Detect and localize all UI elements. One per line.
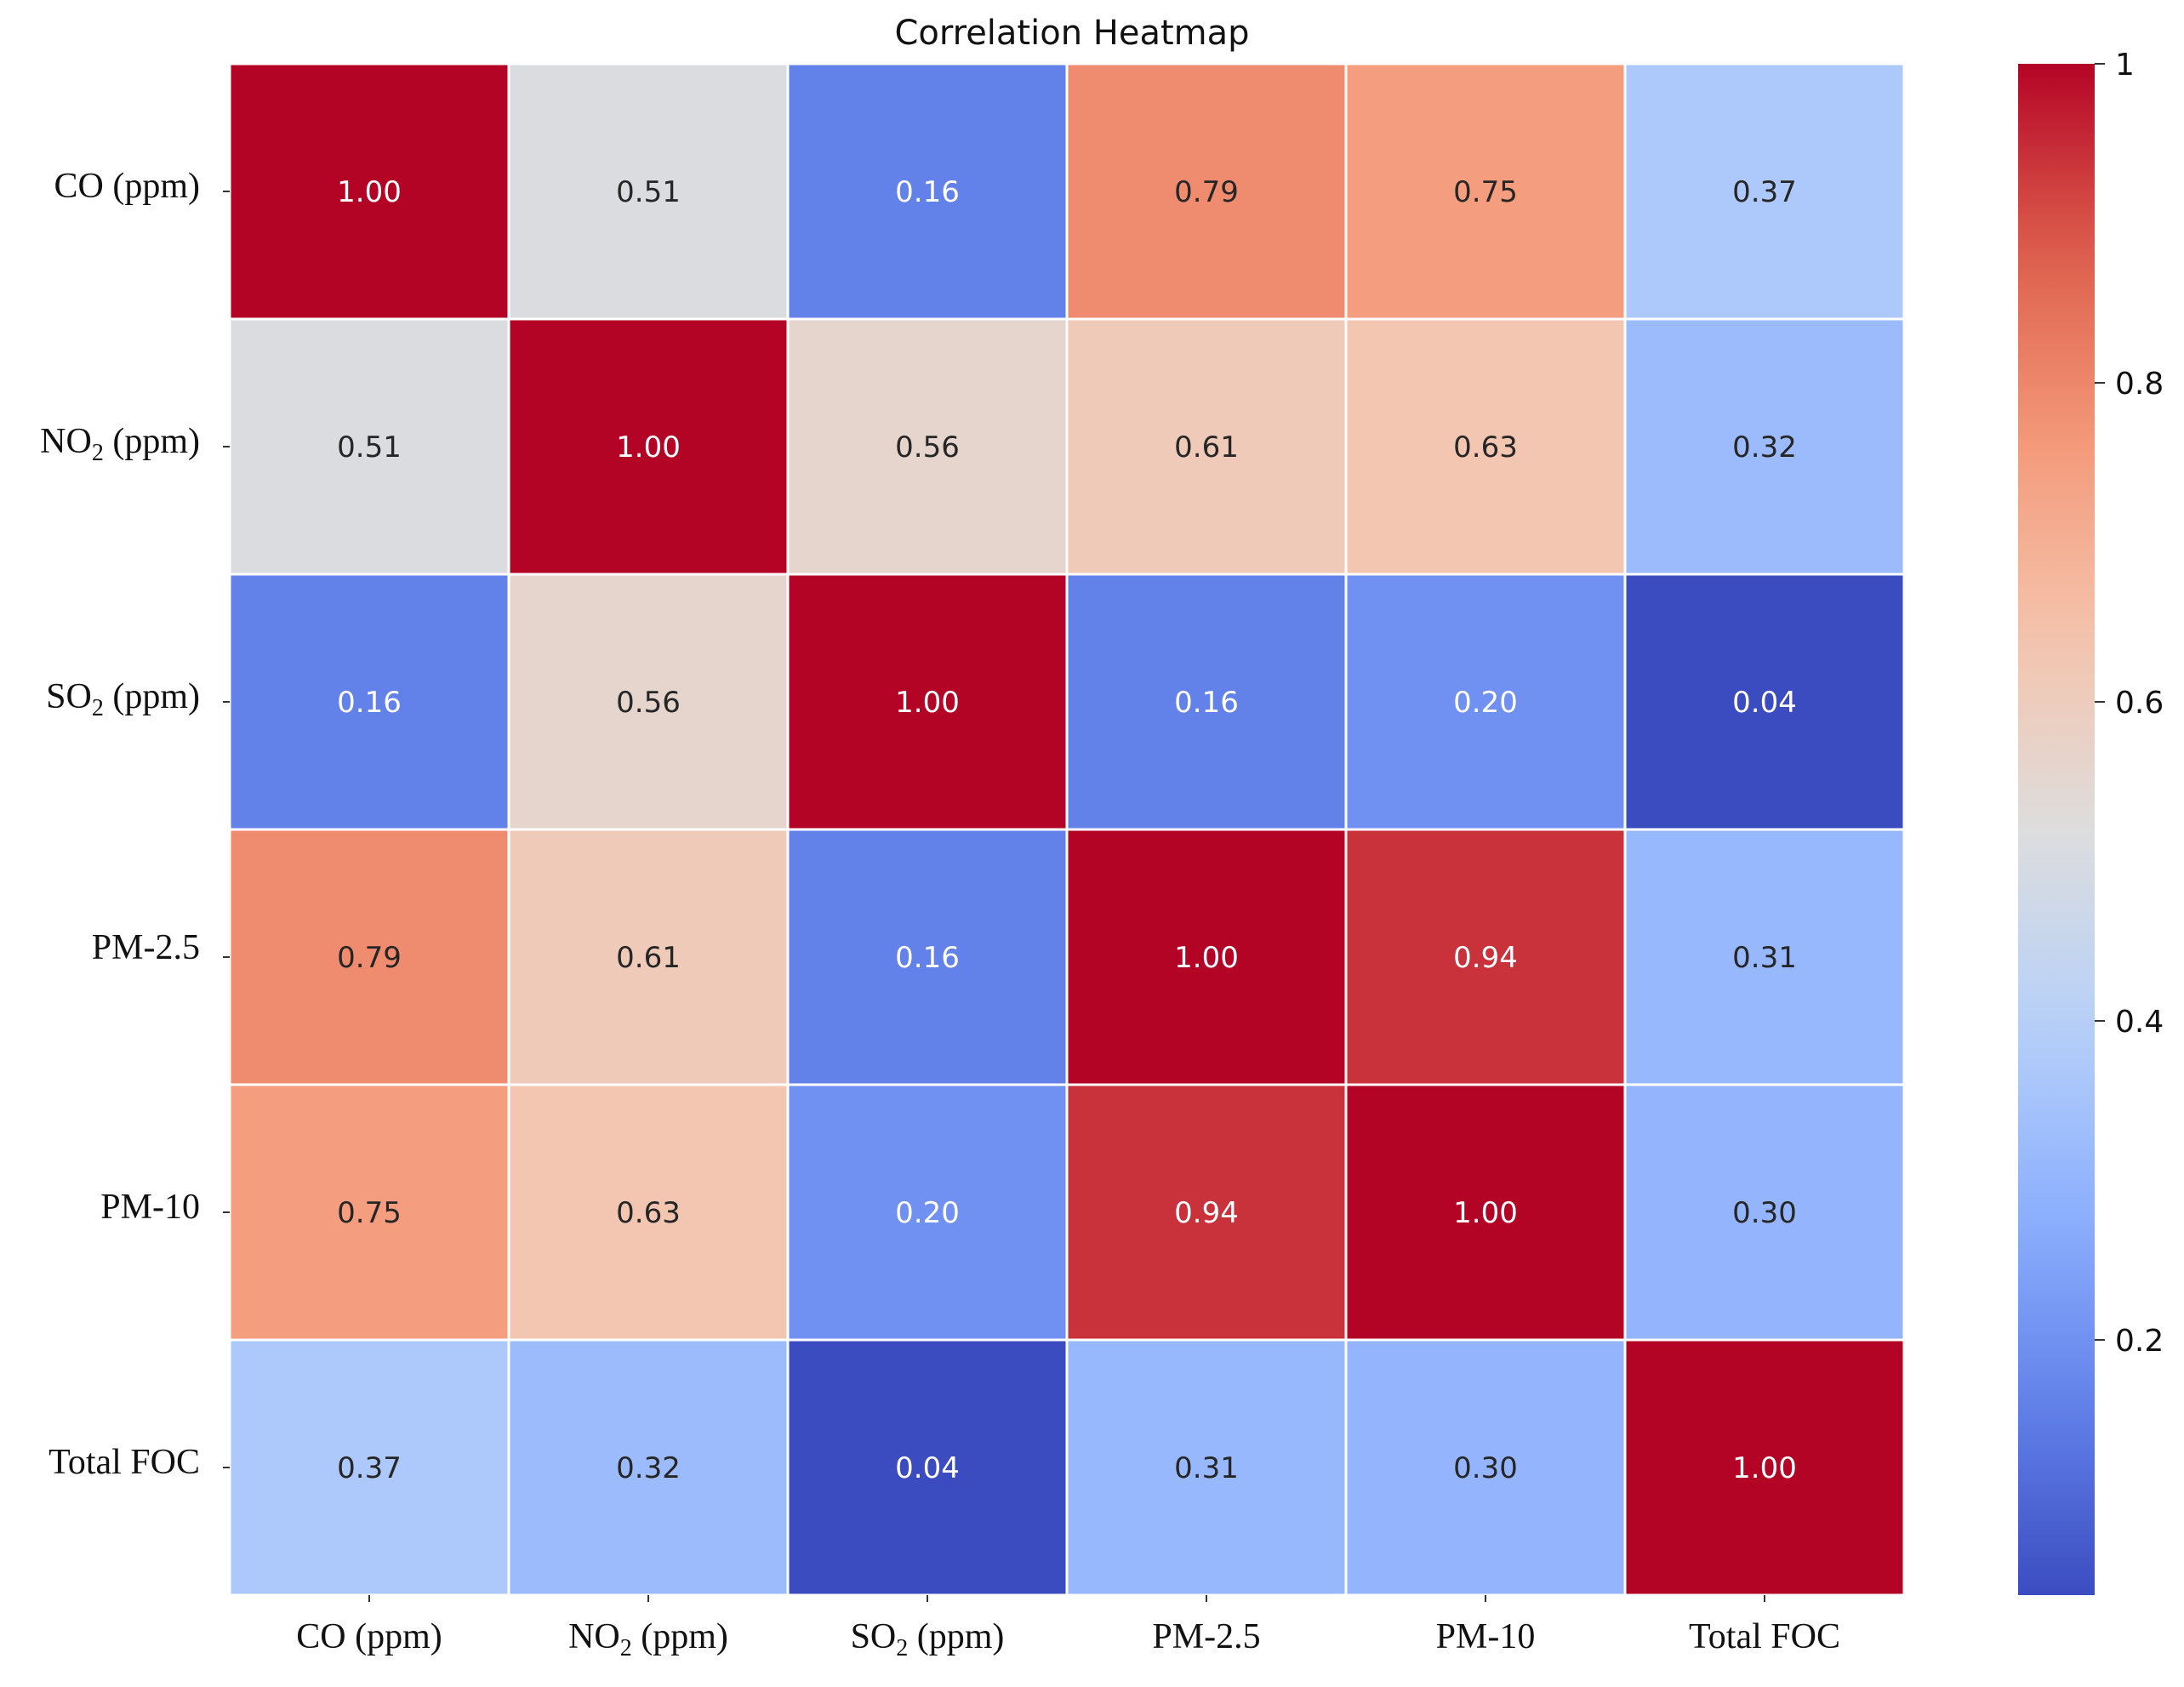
cell-value-label: 0.37 <box>1732 175 1797 209</box>
row-label: SO2 (ppm) <box>46 677 200 721</box>
heatmap-cell <box>1623 317 1906 576</box>
colorbar-tick-label: 1 <box>2115 48 2135 83</box>
heatmap-cell <box>1623 828 1906 1086</box>
cell-value-label: 0.56 <box>616 686 681 720</box>
cell-value-label: 0.16 <box>895 941 960 975</box>
cell-value-label: 1.00 <box>1732 1451 1797 1485</box>
heatmap-cell <box>786 573 1069 831</box>
cell-value-label: 0.51 <box>616 175 681 209</box>
row-label: PM-10 <box>100 1188 200 1227</box>
heatmap-cell <box>1344 1083 1627 1342</box>
column-label: NO2 (ppm) <box>568 1617 728 1661</box>
cell-value-label: 1.00 <box>1453 1196 1518 1230</box>
cell-value-label: 0.31 <box>1732 941 1797 975</box>
colorbar-tick-label: 0.2 <box>2115 1324 2164 1359</box>
heatmap-cell <box>1344 573 1627 831</box>
cell-value-label: 1.00 <box>1174 941 1239 975</box>
cell-value-label: 0.32 <box>616 1451 681 1485</box>
row-axis-labels: CO (ppm) NO2 (ppm) SO2 (ppm) PM-2.5 PM-10 Tot… <box>40 167 230 1482</box>
cell-value-label: 0.16 <box>895 175 960 209</box>
heatmap-cell <box>228 1338 510 1597</box>
column-label: PM-10 <box>1436 1617 1536 1656</box>
heatmap-cell <box>228 62 510 321</box>
heatmap-cell <box>1623 1338 1906 1597</box>
heatmap-cell <box>786 1083 1069 1342</box>
cell-value-label: 0.30 <box>1453 1451 1518 1485</box>
heatmap-cell <box>1065 1083 1348 1342</box>
cell-value-label: 0.30 <box>1732 1196 1797 1230</box>
colorbar-tick-label: 0.8 <box>2115 367 2164 402</box>
row-label: CO (ppm) <box>54 167 200 206</box>
cell-value-label: 1.00 <box>895 686 960 720</box>
heatmap-cell <box>1065 828 1348 1086</box>
heatmap-cell <box>1623 573 1906 831</box>
cell-value-label: 0.16 <box>337 686 402 720</box>
heatmap-cell-labels: 1.00 0.51 0.16 0.79 0.75 0.37 0.51 1.00 0.56 0.61… <box>337 175 1797 1485</box>
heatmap-cell <box>228 828 510 1086</box>
cell-value-label: 0.75 <box>1453 175 1518 209</box>
heatmap-cell <box>507 62 790 321</box>
heatmap-cell <box>1623 1083 1906 1342</box>
cell-value-label: 0.94 <box>1174 1196 1239 1230</box>
row-label: NO2 (ppm) <box>40 422 200 466</box>
heatmap-cell <box>1065 317 1348 576</box>
cell-value-label: 0.51 <box>337 430 402 464</box>
row-label: PM-2.5 <box>92 928 200 967</box>
heatmap-cell <box>507 317 790 576</box>
colorbar: 0.2 0.4 0.6 0.8 1 <box>2018 48 2164 1595</box>
column-label: PM-2.5 <box>1152 1617 1260 1656</box>
cell-value-label: 1.00 <box>337 175 402 209</box>
cell-value-label: 0.16 <box>1174 686 1239 720</box>
chart-title: Correlation Heatmap <box>894 14 1249 53</box>
heatmap-cell <box>507 828 790 1086</box>
heatmap-cell <box>1344 828 1627 1086</box>
column-label: SO2 (ppm) <box>851 1617 1005 1661</box>
heatmap-cell <box>228 573 510 831</box>
cell-value-label: 0.79 <box>1174 175 1239 209</box>
heatmap-cell <box>1065 62 1348 321</box>
colorbar-gradient <box>2018 64 2095 1595</box>
colorbar-tick-label: 0.4 <box>2115 1005 2164 1040</box>
heatmap-cell <box>786 62 1069 321</box>
heatmap-cell <box>786 828 1069 1086</box>
cell-value-label: 0.31 <box>1174 1451 1239 1485</box>
cell-value-label: 0.61 <box>1174 430 1239 464</box>
heatmap-cells <box>228 62 1906 1597</box>
heatmap-cell <box>507 573 790 831</box>
colorbar-tick-label: 0.6 <box>2115 686 2164 721</box>
cell-value-label: 0.37 <box>337 1451 402 1485</box>
heatmap-cell <box>1344 62 1627 321</box>
cell-value-label: 0.79 <box>337 941 402 975</box>
cell-value-label: 0.04 <box>1732 686 1797 720</box>
cell-value-label: 0.32 <box>1732 430 1797 464</box>
row-label: Total FOC <box>48 1443 200 1482</box>
cell-value-label: 0.63 <box>1453 430 1518 464</box>
cell-value-label: 1.00 <box>616 430 681 464</box>
heatmap-cell <box>1344 1338 1627 1597</box>
column-axis-labels: CO (ppm) NO2 (ppm) SO2 (ppm) PM-2.5 PM-10 Tot… <box>296 1595 1840 1661</box>
heatmap-cell <box>1623 62 1906 321</box>
cell-value-label: 0.75 <box>337 1196 402 1230</box>
cell-value-label: 0.63 <box>616 1196 681 1230</box>
cell-value-label: 0.04 <box>895 1451 960 1485</box>
heatmap-cell <box>1065 573 1348 831</box>
cell-value-label: 0.94 <box>1453 941 1518 975</box>
column-label: Total FOC <box>1689 1617 1840 1656</box>
heatmap-cell <box>228 1083 510 1342</box>
cell-value-label: 0.61 <box>616 941 681 975</box>
cell-value-label: 0.20 <box>1453 686 1518 720</box>
cell-value-label: 0.20 <box>895 1196 960 1230</box>
cell-value-label: 0.56 <box>895 430 960 464</box>
column-label: CO (ppm) <box>296 1617 442 1656</box>
